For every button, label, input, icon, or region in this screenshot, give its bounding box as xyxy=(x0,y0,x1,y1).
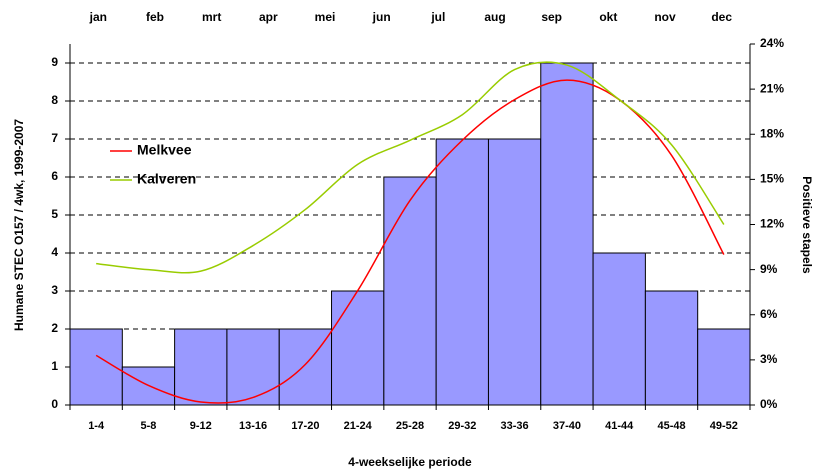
x-tick-label: 5-8 xyxy=(141,420,157,432)
month-label: dec xyxy=(711,10,732,24)
bar xyxy=(487,138,542,406)
x-tick-label: 17-20 xyxy=(291,420,319,432)
y-tick-label: 8 xyxy=(51,93,58,107)
y-tick-label: 7 xyxy=(51,131,58,145)
x-tick-label: 1-4 xyxy=(88,420,105,432)
y-tick-label: 3 xyxy=(51,283,58,297)
y2-tick-label: 6% xyxy=(760,307,778,321)
month-label: nov xyxy=(654,10,676,24)
x-tick-label: 41-44 xyxy=(605,420,634,432)
y2-tick-label: 3% xyxy=(760,352,778,366)
bar xyxy=(644,290,699,406)
month-label: apr xyxy=(259,10,278,24)
month-label: jan xyxy=(89,10,107,24)
x-tick-label: 49-52 xyxy=(710,420,738,432)
y-tick-label: 9 xyxy=(51,55,58,69)
x-tick-label: 29-32 xyxy=(448,420,476,432)
y-axis-title: Humane STEC O157 / 4wk, 1999-2007 xyxy=(12,119,26,331)
x-tick-label: 33-36 xyxy=(501,420,529,432)
y2-tick-label: 24% xyxy=(760,36,784,50)
legend-label: Kalveren xyxy=(137,171,196,187)
month-label: sep xyxy=(541,10,562,24)
bar xyxy=(383,176,437,406)
bar xyxy=(331,290,385,406)
y2-tick-label: 9% xyxy=(760,262,778,276)
y-tick-label: 5 xyxy=(51,207,58,221)
y-tick-label: 6 xyxy=(51,169,58,183)
y-tick-label: 2 xyxy=(51,321,58,335)
y2-tick-label: 18% xyxy=(760,126,784,140)
x-axis-title: 4-weekselijke periode xyxy=(348,455,472,469)
month-label: jun xyxy=(372,10,391,24)
bar xyxy=(278,328,333,406)
bar xyxy=(226,328,280,406)
y-tick-label: 1 xyxy=(51,359,58,373)
y2-tick-label: 21% xyxy=(760,81,784,95)
y2-tick-label: 0% xyxy=(760,397,778,411)
x-tick-label: 21-24 xyxy=(344,420,373,432)
bar xyxy=(697,328,751,406)
y-tick-label: 4 xyxy=(51,245,58,259)
month-label: okt xyxy=(599,10,617,24)
bar xyxy=(435,138,489,406)
legend-label: Melkvee xyxy=(137,142,192,158)
x-tick-label: 9-12 xyxy=(190,420,212,432)
y2-axis-title: Positieve stapels xyxy=(800,176,814,274)
x-tick-label: 45-48 xyxy=(657,420,685,432)
month-label: mei xyxy=(315,10,336,24)
month-label: aug xyxy=(484,10,505,24)
bar xyxy=(174,328,228,406)
bar xyxy=(540,62,594,406)
x-tick-label: 13-16 xyxy=(239,420,267,432)
y-tick-label: 0 xyxy=(51,397,58,411)
month-label: mrt xyxy=(202,10,221,24)
month-label: jul xyxy=(430,10,445,24)
x-tick-label: 37-40 xyxy=(553,420,581,432)
bar xyxy=(592,252,646,406)
y2-tick-label: 12% xyxy=(760,217,784,231)
bar xyxy=(69,328,123,406)
line-series xyxy=(96,61,725,274)
y2-tick-label: 15% xyxy=(760,172,784,186)
month-label: feb xyxy=(146,10,164,24)
x-tick-label: 25-28 xyxy=(396,420,424,432)
